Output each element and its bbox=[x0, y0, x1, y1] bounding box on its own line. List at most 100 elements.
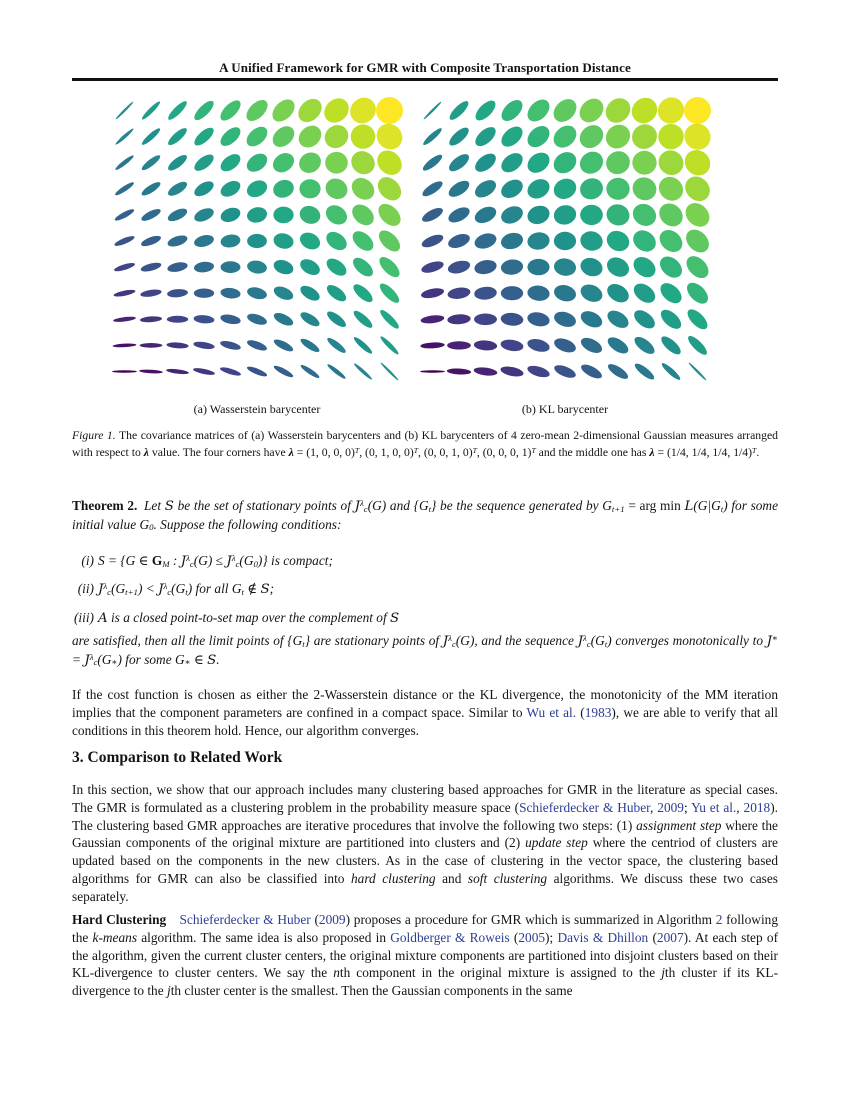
covariance-ellipse bbox=[272, 126, 295, 147]
covariance-ellipse bbox=[273, 286, 294, 300]
covariance-ellipse bbox=[194, 208, 214, 222]
covariance-ellipse bbox=[527, 312, 550, 327]
citation-link[interactable]: 1983 bbox=[584, 704, 612, 720]
text-segment: ∗ bbox=[184, 657, 191, 668]
covariance-ellipse bbox=[139, 316, 163, 323]
text-segment: c bbox=[93, 657, 98, 668]
text-segment: c bbox=[363, 503, 368, 514]
citation-link[interactable]: 2005 bbox=[518, 929, 546, 945]
citation-link[interactable]: Davis & Dhillon bbox=[557, 929, 649, 945]
covariance-ellipse bbox=[246, 153, 268, 172]
text-segment: M bbox=[162, 558, 170, 569]
text-segment: = arg min bbox=[624, 498, 685, 513]
text-segment: 0 bbox=[253, 558, 258, 569]
text-segment: J bbox=[180, 554, 187, 569]
covariance-ellipse bbox=[581, 364, 602, 379]
citation-link[interactable]: Schieferdecker & Huber bbox=[519, 799, 651, 815]
covariance-ellipse bbox=[527, 99, 550, 122]
text-segment: c bbox=[235, 558, 240, 569]
covariance-ellipse bbox=[606, 151, 630, 175]
condition-label: (iii) bbox=[73, 610, 94, 625]
covariance-ellipse bbox=[193, 341, 215, 350]
covariance-ellipse bbox=[579, 98, 604, 123]
covariance-ellipse bbox=[299, 232, 321, 250]
text-segment: ( bbox=[576, 704, 585, 720]
text-segment: In this section, we show that our approa… bbox=[72, 782, 778, 815]
text-segment: where the centriod of clusters are updat… bbox=[72, 835, 778, 886]
covariance-ellipse bbox=[273, 365, 294, 378]
covariance-ellipse bbox=[634, 363, 655, 380]
covariance-ellipse bbox=[607, 337, 629, 354]
covariance-ellipse bbox=[500, 339, 524, 352]
covariance-ellipse bbox=[272, 99, 295, 122]
covariance-ellipse bbox=[500, 366, 524, 377]
covariance-ellipse bbox=[606, 204, 630, 226]
covariance-ellipse bbox=[326, 285, 347, 302]
text-segment: λ bbox=[288, 446, 294, 459]
covariance-ellipse bbox=[246, 180, 268, 198]
covariance-ellipse bbox=[324, 125, 349, 149]
covariance-ellipse bbox=[474, 180, 497, 198]
covariance-ellipse bbox=[527, 126, 550, 148]
covariance-ellipse bbox=[141, 182, 161, 196]
covariance-ellipse bbox=[661, 336, 681, 355]
covariance-ellipse bbox=[420, 315, 445, 324]
covariance-ellipse bbox=[607, 284, 629, 303]
text-segment: λ bbox=[582, 633, 587, 644]
citation-link[interactable]: Yu et al. bbox=[691, 799, 737, 815]
text-segment: assignment step bbox=[636, 817, 722, 833]
text-segment: ) for some initial value G bbox=[72, 498, 778, 532]
text-segment: T bbox=[413, 445, 419, 455]
covariance-ellipse bbox=[658, 123, 684, 150]
covariance-ellipse bbox=[247, 313, 267, 325]
citation-link[interactable]: 2 bbox=[715, 912, 723, 927]
text-segment: t bbox=[185, 586, 188, 597]
citation-link[interactable]: 2018 bbox=[743, 799, 771, 815]
covariance-ellipse bbox=[247, 287, 267, 300]
text-segment: ∉ bbox=[243, 581, 261, 596]
covariance-ellipse bbox=[376, 97, 403, 124]
condition-text: A is a closed point-to-set map over the … bbox=[98, 610, 399, 626]
covariance-ellipse bbox=[473, 340, 498, 351]
covariance-ellipse bbox=[325, 151, 348, 174]
covariance-ellipse bbox=[554, 285, 576, 302]
citation-link[interactable]: 2009 bbox=[318, 912, 346, 927]
covariance-ellipse bbox=[167, 262, 188, 272]
text-segment: is a closed point-to-set map over the co… bbox=[107, 610, 391, 625]
text-segment: J bbox=[98, 582, 104, 597]
citation-link[interactable]: Wu et al. bbox=[526, 704, 577, 720]
covariance-ellipse bbox=[660, 283, 682, 304]
section-3-heading: 3. Comparison to Related Work bbox=[72, 749, 283, 766]
covariance-ellipse bbox=[687, 282, 708, 304]
citation-link[interactable]: 2007 bbox=[656, 929, 684, 945]
condition-label: (ii) bbox=[77, 581, 94, 596]
text-segment: value. The four corners have bbox=[148, 446, 289, 459]
covariance-ellipse bbox=[379, 283, 400, 303]
covariance-ellipse bbox=[447, 287, 471, 299]
citation-link[interactable]: 2009 bbox=[657, 799, 684, 815]
text-segment: (G) ≤ bbox=[193, 553, 227, 568]
covariance-ellipse bbox=[500, 286, 524, 301]
covariance-ellipse bbox=[657, 97, 685, 124]
condition-text: S = {G ∈ GM : Jλc(G) ≤ Jλc(G0)} is compa… bbox=[98, 553, 333, 569]
covariance-ellipse bbox=[474, 286, 497, 300]
figure-caption: Figure 1. The covariance matrices of (a)… bbox=[72, 427, 778, 461]
covariance-ellipse bbox=[658, 150, 684, 176]
covariance-ellipse bbox=[167, 181, 188, 196]
text-segment: c bbox=[189, 558, 194, 569]
covariance-ellipse bbox=[246, 366, 268, 377]
covariance-ellipse bbox=[422, 154, 443, 171]
covariance-ellipse bbox=[194, 127, 214, 146]
covariance-ellipse bbox=[449, 101, 469, 120]
covariance-ellipse bbox=[115, 155, 134, 170]
citation-link[interactable]: Schieferdecker & Huber bbox=[179, 912, 311, 927]
covariance-ellipse bbox=[220, 100, 241, 121]
text-segment: , (0, 0, 1, 0) bbox=[418, 446, 473, 459]
citation-link[interactable]: Goldberger & Roweis bbox=[390, 929, 510, 945]
covariance-ellipse bbox=[685, 176, 710, 202]
text-segment: ) converges monotonically to bbox=[607, 633, 767, 648]
text-segment: , bbox=[736, 799, 744, 815]
covariance-ellipse bbox=[687, 309, 708, 330]
covariance-ellipse bbox=[607, 310, 629, 328]
